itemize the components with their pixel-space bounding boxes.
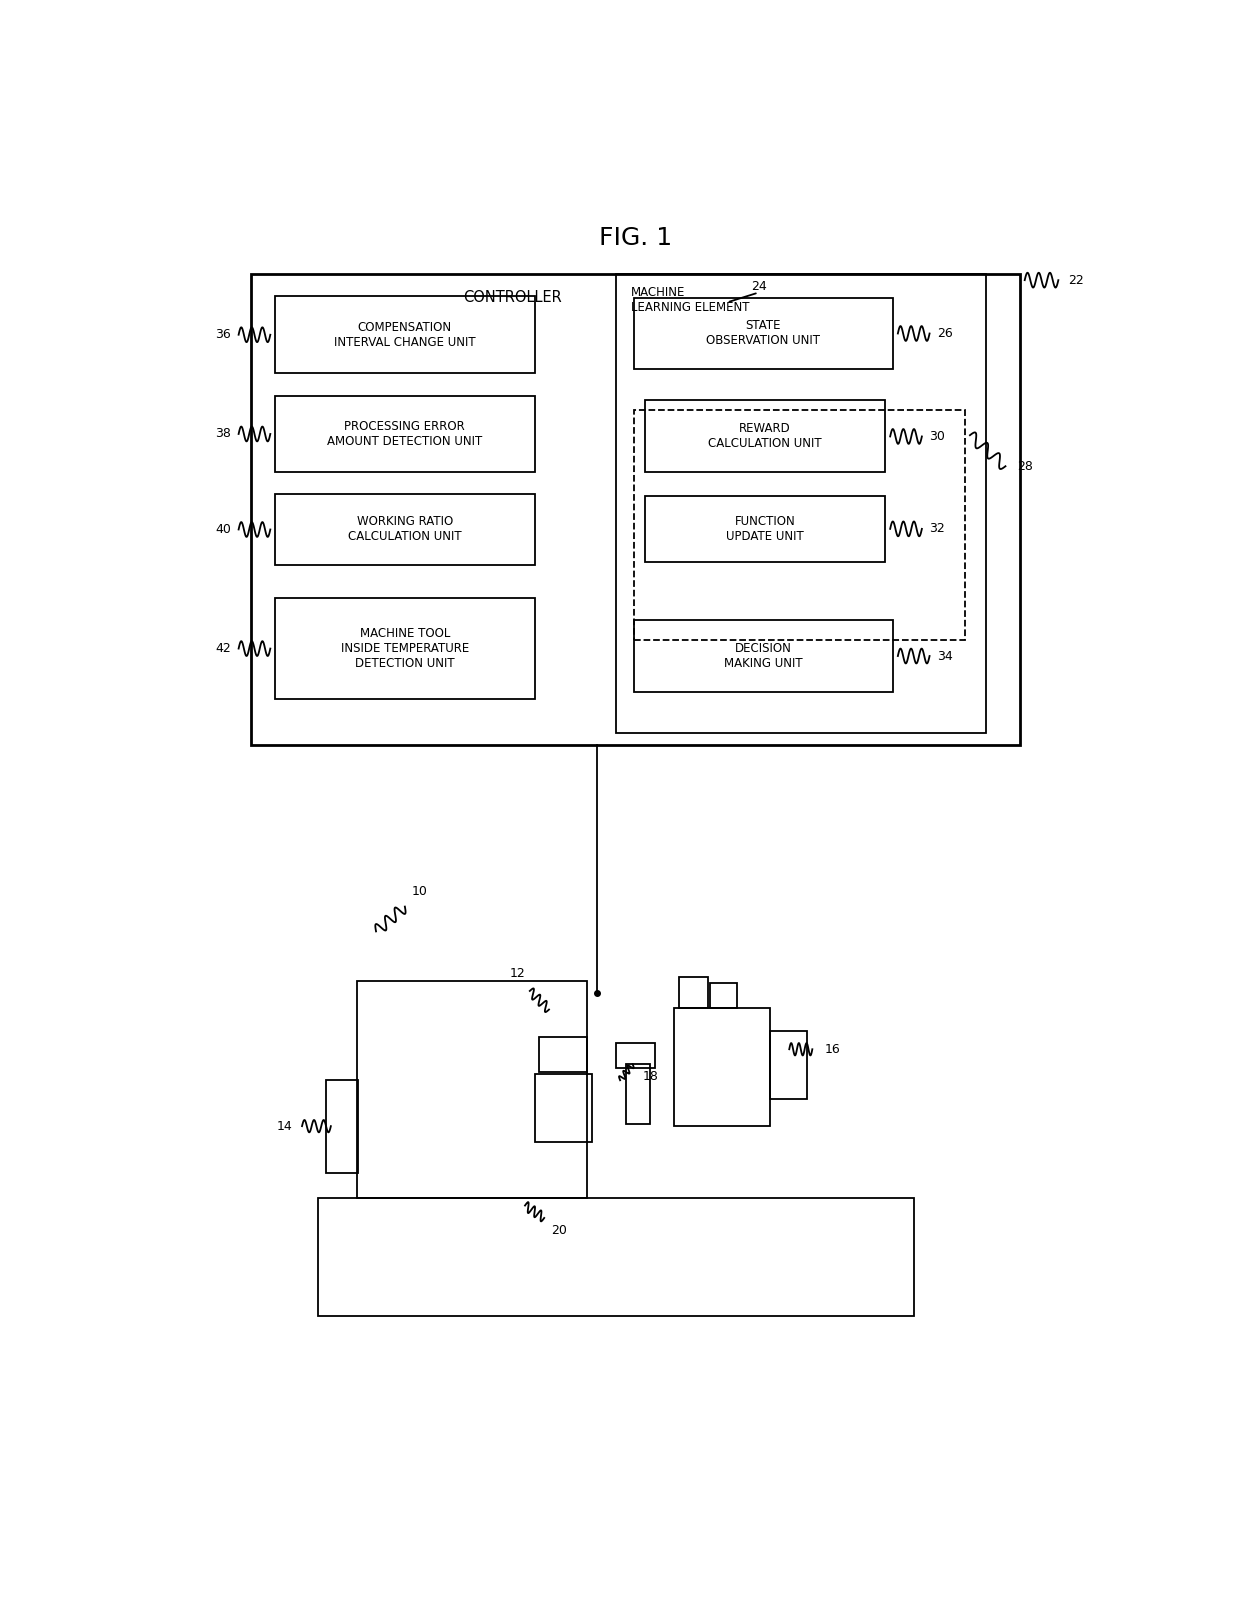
Text: 42: 42	[216, 643, 231, 656]
Text: REWARD
CALCULATION UNIT: REWARD CALCULATION UNIT	[708, 422, 822, 451]
Bar	[770, 1031, 806, 1099]
Text: FIG. 1: FIG. 1	[599, 226, 672, 250]
Text: WORKING RATIO
CALCULATION UNIT: WORKING RATIO CALCULATION UNIT	[348, 516, 461, 543]
Bar	[275, 396, 534, 472]
Bar	[326, 1081, 358, 1173]
Bar	[319, 1199, 914, 1316]
Text: FUNCTION
UPDATE UNIT: FUNCTION UPDATE UNIT	[727, 516, 804, 543]
Text: 34: 34	[937, 649, 954, 662]
Bar	[534, 1075, 593, 1142]
Bar	[275, 493, 534, 565]
Text: 32: 32	[930, 522, 945, 535]
Text: 36: 36	[216, 329, 231, 342]
Bar	[678, 978, 708, 1008]
Text: 40: 40	[215, 524, 231, 536]
Bar	[357, 981, 588, 1199]
Text: 16: 16	[825, 1042, 841, 1055]
Text: 22: 22	[1068, 274, 1084, 287]
Text: PROCESSING ERROR
AMOUNT DETECTION UNIT: PROCESSING ERROR AMOUNT DETECTION UNIT	[327, 420, 482, 448]
Bar	[275, 296, 534, 374]
Bar	[634, 411, 965, 640]
Text: 20: 20	[551, 1224, 567, 1237]
Bar	[645, 496, 885, 562]
Text: 30: 30	[930, 430, 945, 443]
Text: 18: 18	[642, 1070, 658, 1083]
Bar	[616, 1042, 655, 1068]
Text: DECISION
MAKING UNIT: DECISION MAKING UNIT	[724, 643, 802, 670]
Bar	[675, 1008, 770, 1126]
Text: STATE
OBSERVATION UNIT: STATE OBSERVATION UNIT	[707, 319, 821, 348]
Text: 10: 10	[412, 884, 428, 897]
Bar	[275, 598, 534, 699]
Bar	[634, 620, 893, 693]
Text: 38: 38	[215, 427, 231, 440]
Text: 24: 24	[751, 280, 766, 293]
Text: COMPENSATION
INTERVAL CHANGE UNIT: COMPENSATION INTERVAL CHANGE UNIT	[334, 321, 476, 348]
Text: MACHINE
LEARNING ELEMENT: MACHINE LEARNING ELEMENT	[631, 287, 749, 314]
Text: 12: 12	[510, 967, 525, 979]
Text: CONTROLLER: CONTROLLER	[463, 290, 562, 304]
Bar	[626, 1065, 650, 1124]
Bar	[645, 401, 885, 472]
Text: MACHINE TOOL
INSIDE TEMPERATURE
DETECTION UNIT: MACHINE TOOL INSIDE TEMPERATURE DETECTIO…	[341, 627, 469, 670]
Bar	[616, 274, 986, 733]
Bar	[711, 983, 738, 1008]
Bar	[539, 1037, 588, 1071]
Text: 14: 14	[277, 1120, 293, 1133]
Text: 26: 26	[937, 327, 954, 340]
Bar	[250, 274, 1021, 746]
Bar	[634, 298, 893, 369]
Text: 28: 28	[1017, 459, 1033, 472]
